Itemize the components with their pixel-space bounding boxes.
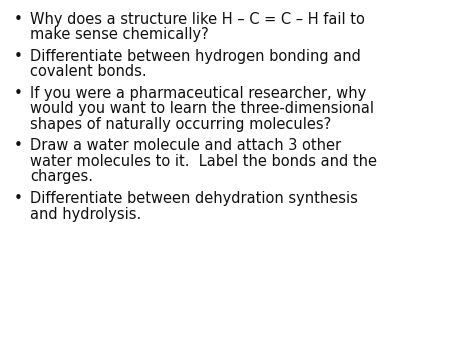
Text: Differentiate between hydrogen bonding and: Differentiate between hydrogen bonding a… bbox=[30, 49, 361, 64]
Text: shapes of naturally occurring molecules?: shapes of naturally occurring molecules? bbox=[30, 117, 331, 132]
Text: •: • bbox=[14, 12, 23, 27]
Text: •: • bbox=[14, 139, 23, 153]
Text: •: • bbox=[14, 191, 23, 206]
Text: Draw a water molecule and attach 3 other: Draw a water molecule and attach 3 other bbox=[30, 139, 341, 153]
Text: covalent bonds.: covalent bonds. bbox=[30, 65, 147, 79]
Text: Differentiate between dehydration synthesis: Differentiate between dehydration synthe… bbox=[30, 191, 358, 206]
Text: would you want to learn the three-dimensional: would you want to learn the three-dimens… bbox=[30, 101, 374, 117]
Text: •: • bbox=[14, 49, 23, 64]
Text: charges.: charges. bbox=[30, 169, 93, 185]
Text: make sense chemically?: make sense chemically? bbox=[30, 27, 209, 43]
Text: water molecules to it.  Label the bonds and the: water molecules to it. Label the bonds a… bbox=[30, 154, 377, 169]
Text: •: • bbox=[14, 86, 23, 101]
Text: If you were a pharmaceutical researcher, why: If you were a pharmaceutical researcher,… bbox=[30, 86, 366, 101]
Text: Why does a structure like H – C = C – H fail to: Why does a structure like H – C = C – H … bbox=[30, 12, 365, 27]
Text: and hydrolysis.: and hydrolysis. bbox=[30, 207, 141, 221]
